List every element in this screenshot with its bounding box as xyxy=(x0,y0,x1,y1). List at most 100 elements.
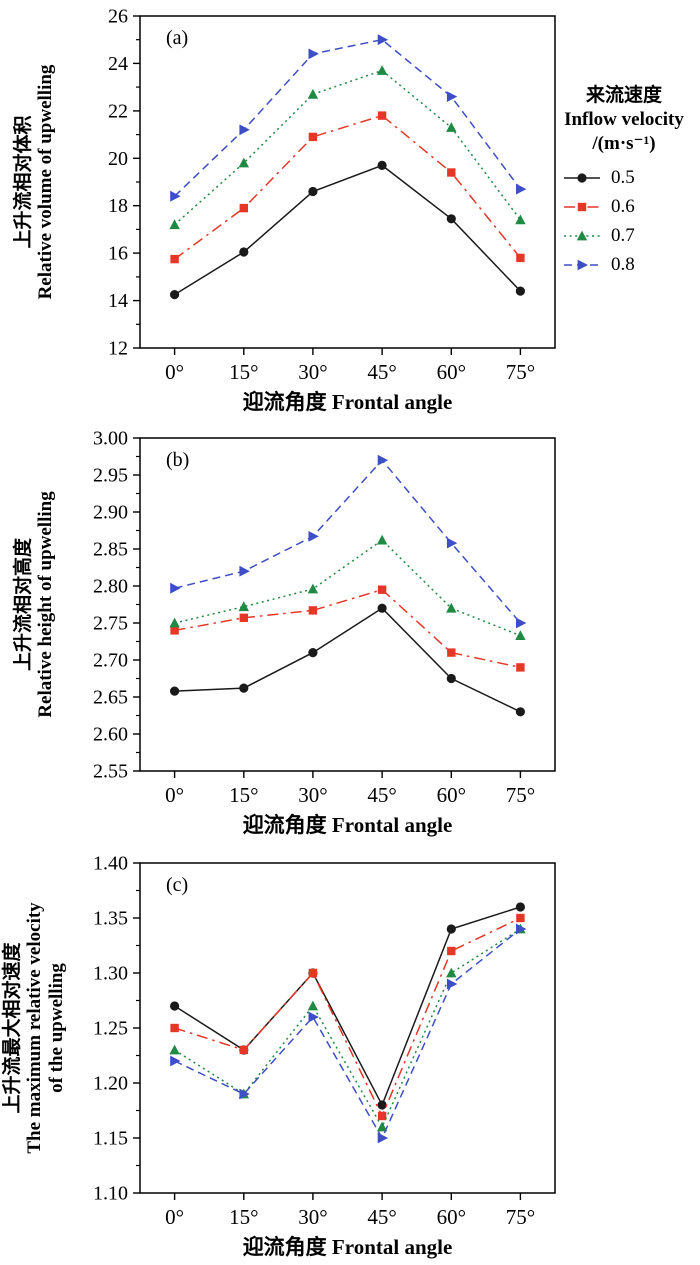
x-tick-label: 15° xyxy=(229,1205,258,1229)
marker-square xyxy=(239,613,248,622)
legend-entry-0.7: 0.7 xyxy=(562,221,700,250)
marker-square xyxy=(377,585,387,594)
x-tick-label: 30° xyxy=(298,1205,327,1229)
x-tick-label: 15° xyxy=(229,360,258,384)
y-axis-title: Relative volume of upwelling xyxy=(35,64,56,299)
y-tick-label: 1.20 xyxy=(93,1073,128,1095)
marker-triangle-up xyxy=(376,65,388,75)
legend-circle-icon xyxy=(564,173,600,183)
marker-square xyxy=(239,203,248,213)
x-tick-label: 60° xyxy=(437,360,466,384)
y-axis-title: The maximum relative velocity xyxy=(24,902,45,1154)
series-0.8-line xyxy=(174,459,521,624)
marker-triangle-up xyxy=(446,602,457,613)
marker-square xyxy=(308,606,318,615)
series-0.8-line xyxy=(174,38,522,197)
legend: 来流速度 Inflow velocity /(m·s⁻¹) 0.5 0.6 0.7 0… xyxy=(548,84,700,279)
y-axis-title: of the upwelling xyxy=(46,963,67,1093)
marker-triangle-right xyxy=(516,183,527,195)
x-tick-label: 45° xyxy=(367,1205,396,1229)
y-tick-label: 2.75 xyxy=(93,613,128,635)
y-tick-label: 3.00 xyxy=(93,428,128,450)
legend-entry-0.6: 0.6 xyxy=(562,192,700,221)
y-tick-label: 12 xyxy=(108,338,128,360)
chart-c-svg: 1.10 1.15 1.20 1.25 1.30 1.35 1.40 0° 15° 30° 45° 6… xyxy=(0,853,556,1259)
marker-triangle-right xyxy=(308,1011,319,1023)
marker-triangle-right xyxy=(516,923,527,935)
x-tick-label: 45° xyxy=(367,783,396,807)
legend-entry-0.8: 0.8 xyxy=(562,250,700,279)
x-tick-label: 30° xyxy=(298,783,327,807)
marker-square xyxy=(447,946,456,956)
legend-triangle-up-icon xyxy=(564,230,600,241)
panel-label: (b) xyxy=(166,449,189,471)
marker-circle xyxy=(308,186,318,197)
marker-square xyxy=(447,168,456,177)
y-tick-label: 1.25 xyxy=(93,1018,128,1040)
marker-circle xyxy=(446,924,456,934)
marker-triangle-up xyxy=(307,1000,319,1011)
marker-triangle-right xyxy=(446,978,458,990)
y-tick-label: 14 xyxy=(108,290,128,312)
y-tick-label: 2.65 xyxy=(93,687,128,709)
y-tick-label: 16 xyxy=(108,243,128,265)
y-tick-label: 26 xyxy=(108,6,128,28)
panel-a: 12 14 16 18 20 22 24 26 0° 15° 30° 45° 60° 75° 迎流角度 Fr… xyxy=(0,0,700,420)
legend-triangle-right-icon xyxy=(564,259,600,271)
marker-triangle-right xyxy=(446,537,458,549)
series-0.7-line xyxy=(174,69,522,226)
marker-triangle-right xyxy=(377,1132,389,1144)
marker-square xyxy=(308,132,318,142)
marker-square xyxy=(447,648,456,657)
marker-circle xyxy=(577,173,587,183)
plot-frame xyxy=(139,437,556,772)
marker-triangle-up xyxy=(307,583,319,594)
x-tick-label: 0° xyxy=(165,360,184,384)
marker-circle xyxy=(239,247,249,257)
marker-triangle-up xyxy=(169,617,180,628)
legend-entry-label: 0.6 xyxy=(611,195,635,217)
y-tick-label: 2.55 xyxy=(93,761,128,783)
marker-triangle-right xyxy=(239,1088,250,1100)
x-tick-label: 45° xyxy=(367,360,396,384)
marker-triangle-up xyxy=(169,1044,180,1055)
marker-square xyxy=(516,663,525,672)
legend-entry-label: 0.5 xyxy=(611,166,635,188)
marker-triangle-right xyxy=(577,259,588,271)
x-tick-label: 0° xyxy=(165,1205,184,1229)
marker-square xyxy=(170,1023,179,1033)
marker-triangle-up xyxy=(307,88,319,99)
y-tick-label: 2.80 xyxy=(93,576,128,598)
marker-triangle-up xyxy=(169,219,180,230)
marker-square xyxy=(170,626,179,635)
x-tick-label: 15° xyxy=(229,783,258,807)
marker-circle xyxy=(170,686,180,696)
legend-entry-label: 0.7 xyxy=(611,224,635,246)
marker-circle xyxy=(446,673,456,684)
x-axis-title: 迎流角度 Frontal angle xyxy=(243,813,453,837)
x-tick-label: 75° xyxy=(506,360,535,384)
legend-entry-0.5: 0.5 xyxy=(562,163,700,192)
y-axis-title: 上升流相对高度 xyxy=(11,537,34,671)
x-tick-label: 60° xyxy=(437,1205,466,1229)
legend-title: 来流速度 Inflow velocity /(m·s⁻¹) xyxy=(548,84,700,155)
series-0.7-line xyxy=(174,928,521,1129)
series-0.6-line xyxy=(174,917,521,1118)
marker-square xyxy=(239,1045,248,1055)
series-0.8-line xyxy=(174,928,521,1140)
marker-square xyxy=(577,202,587,211)
marker-triangle-up xyxy=(576,230,588,241)
marker-circle xyxy=(515,286,526,296)
marker-triangle-right xyxy=(308,48,319,60)
y-tick-label: 18 xyxy=(108,195,128,217)
y-tick-label: 1.15 xyxy=(93,1128,128,1150)
x-tick-label: 75° xyxy=(506,783,535,807)
marker-circle xyxy=(377,603,387,613)
panel-b: 2.55 2.60 2.65 2.70 2.75 2.80 2.85 2.90 2.95 3.00… xyxy=(0,420,700,843)
marker-circle xyxy=(170,290,180,300)
marker-circle xyxy=(308,648,318,658)
x-tick-label: 75° xyxy=(506,1205,535,1229)
y-tick-label: 2.70 xyxy=(93,650,128,672)
legend-square-icon xyxy=(564,202,600,211)
marker-circle xyxy=(515,707,526,717)
